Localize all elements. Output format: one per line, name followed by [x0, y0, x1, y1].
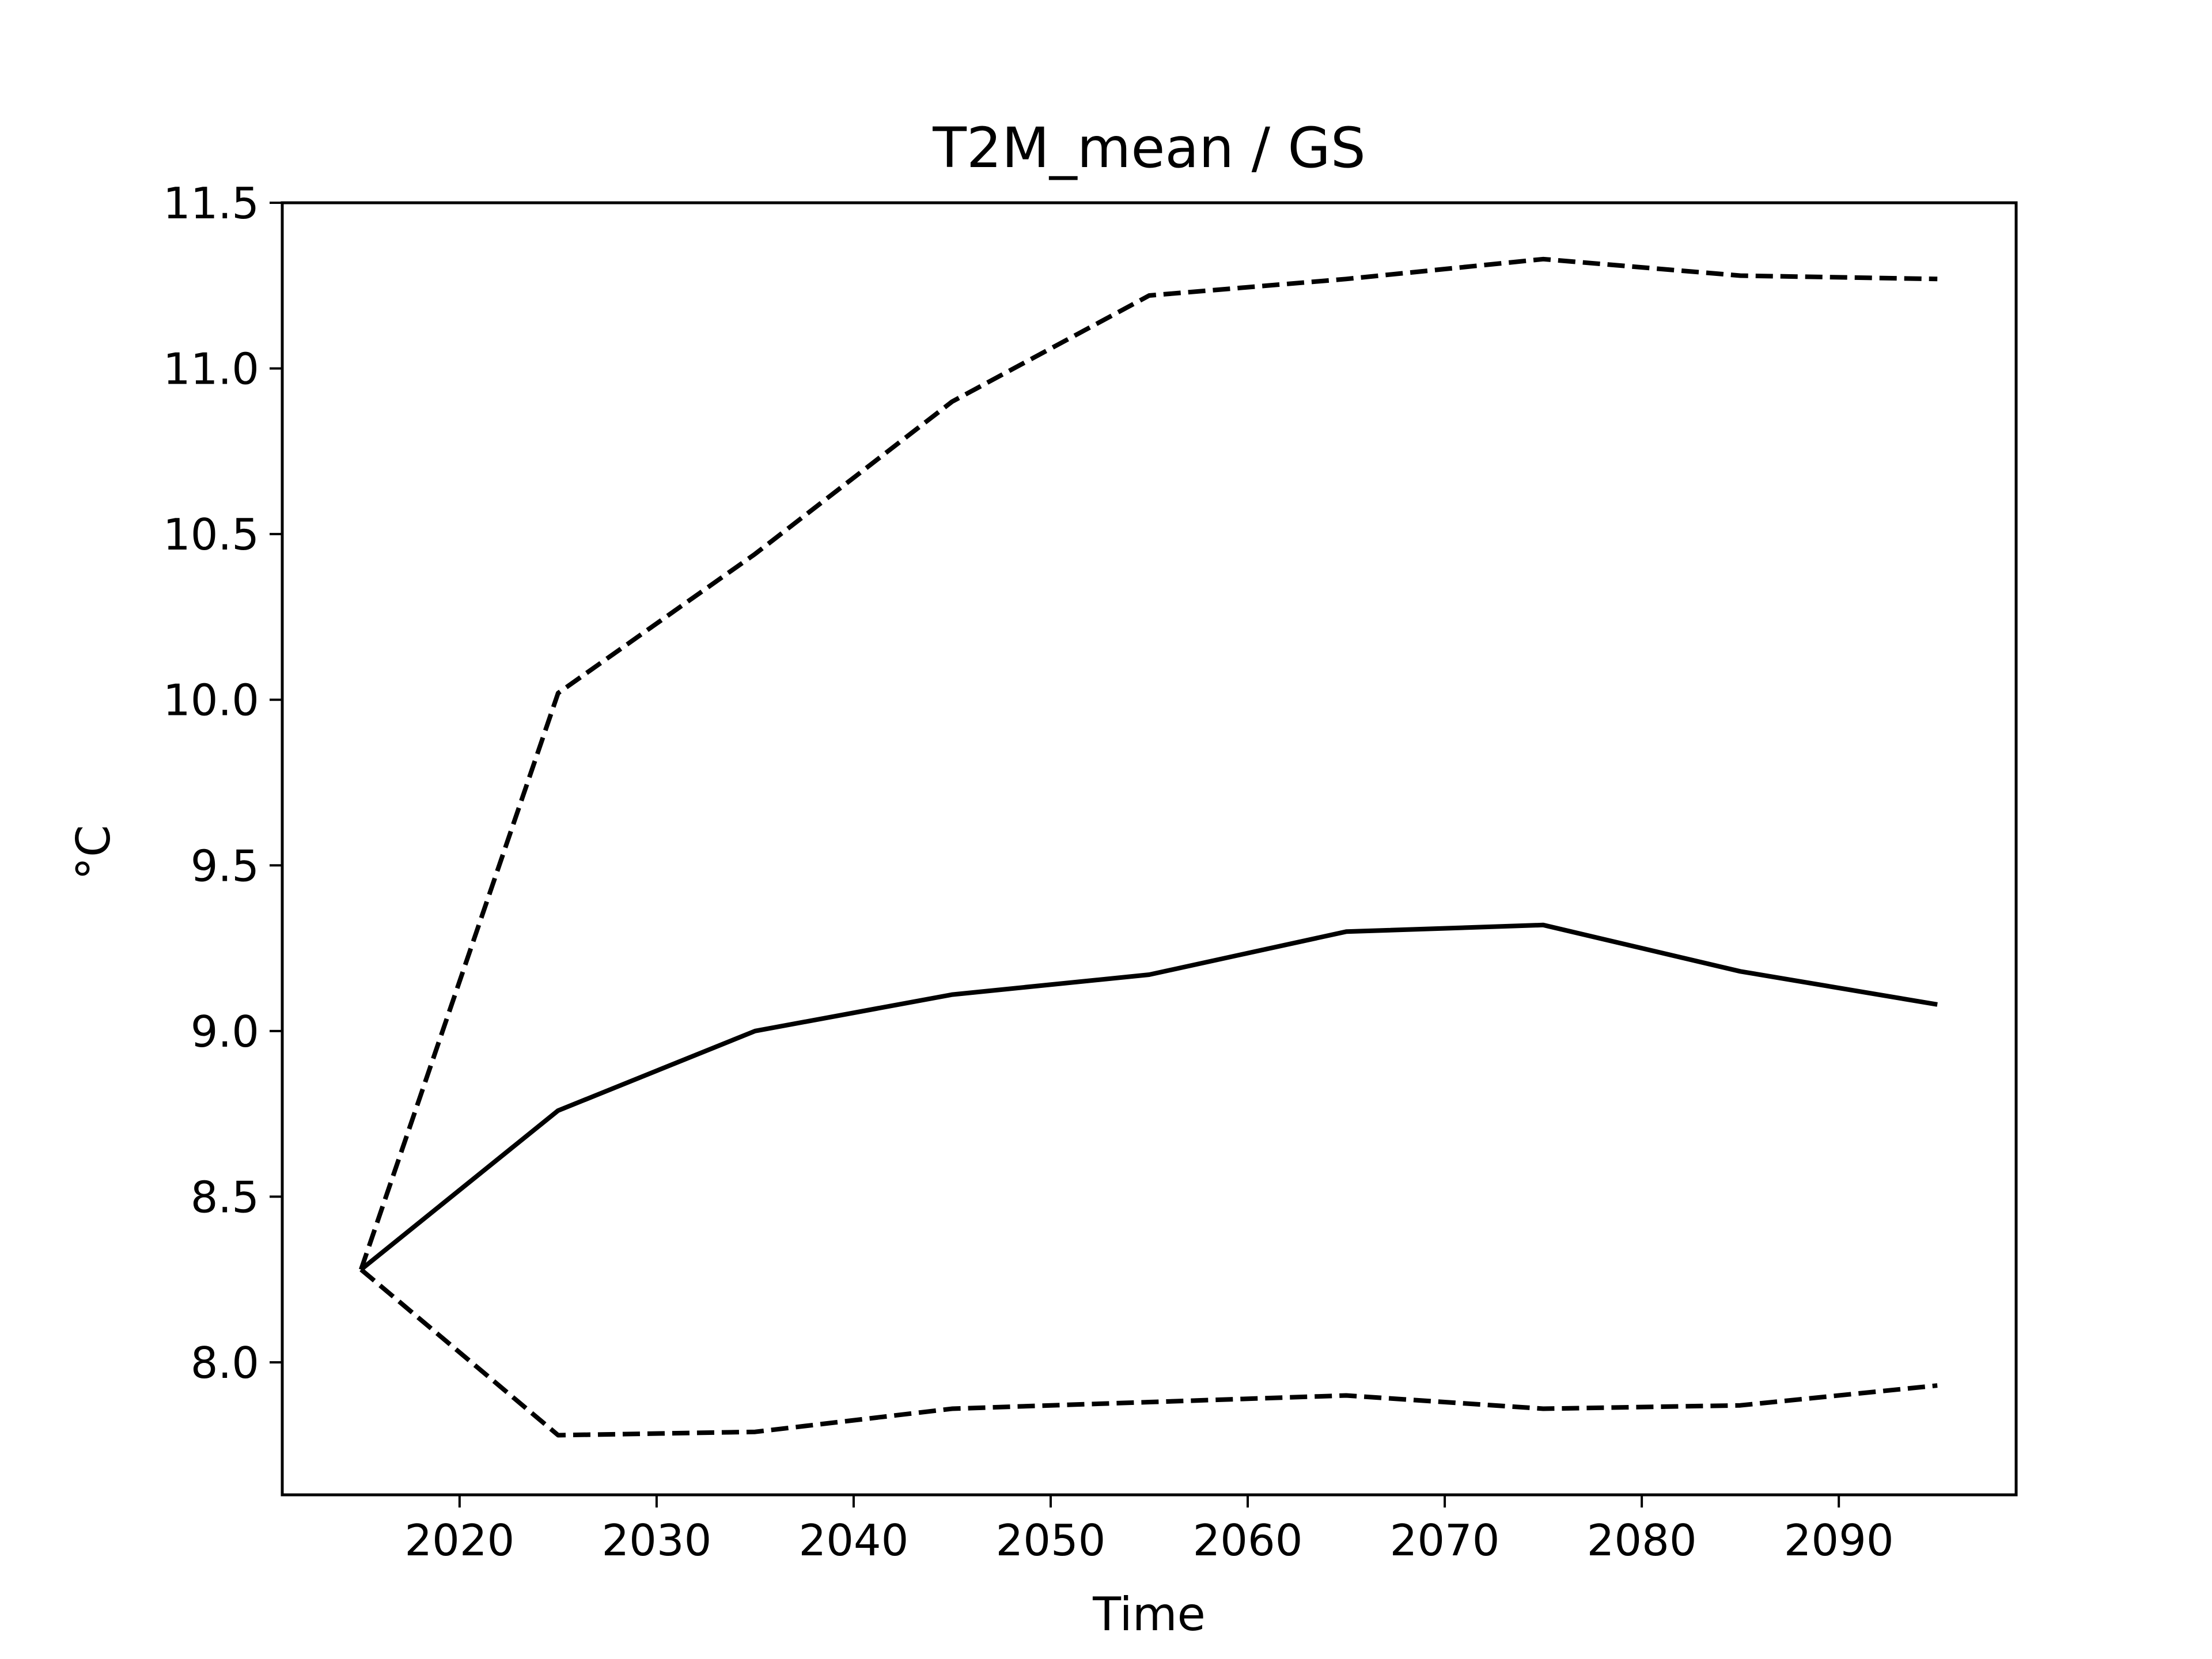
y-tick-label: 11.0 [163, 344, 259, 395]
x-tick-label: 2050 [996, 1515, 1106, 1566]
y-tick-label: 10.0 [163, 675, 259, 726]
x-tick-label: 2060 [1193, 1515, 1303, 1566]
x-tick-label: 2030 [601, 1515, 711, 1566]
series-layer [359, 256, 1938, 1438]
x-tick-label: 2080 [1587, 1515, 1697, 1566]
y-tick-label: 11.5 [163, 178, 259, 229]
x-axis-label: Time [1092, 1588, 1206, 1641]
dashed-series-line-1 [359, 256, 1938, 1271]
x-tick-label: 2020 [404, 1515, 514, 1566]
solid-series-line-0 [359, 922, 1938, 1272]
y-axis-label: °C [67, 825, 120, 880]
plot-frame [281, 201, 2018, 1497]
y-tick-label: 8.5 [191, 1172, 259, 1222]
x-tick-label: 2090 [1784, 1515, 1894, 1566]
axes-layer: 2020 2030 2040 2050 2060 2070 2080 2090 8.0 8.5 9.… [163, 178, 1894, 1566]
x-tick-label: 2040 [798, 1515, 908, 1566]
y-tick-label: 8.0 [191, 1338, 259, 1388]
y-tick-label: 9.0 [191, 1006, 259, 1057]
y-tick-label: 9.5 [191, 840, 259, 891]
chart-title: T2M_mean / GS [932, 116, 1366, 180]
x-tick-label: 2070 [1390, 1515, 1500, 1566]
y-tick-label: 10.5 [163, 509, 259, 560]
dashed-series-line-2 [359, 1267, 1938, 1438]
